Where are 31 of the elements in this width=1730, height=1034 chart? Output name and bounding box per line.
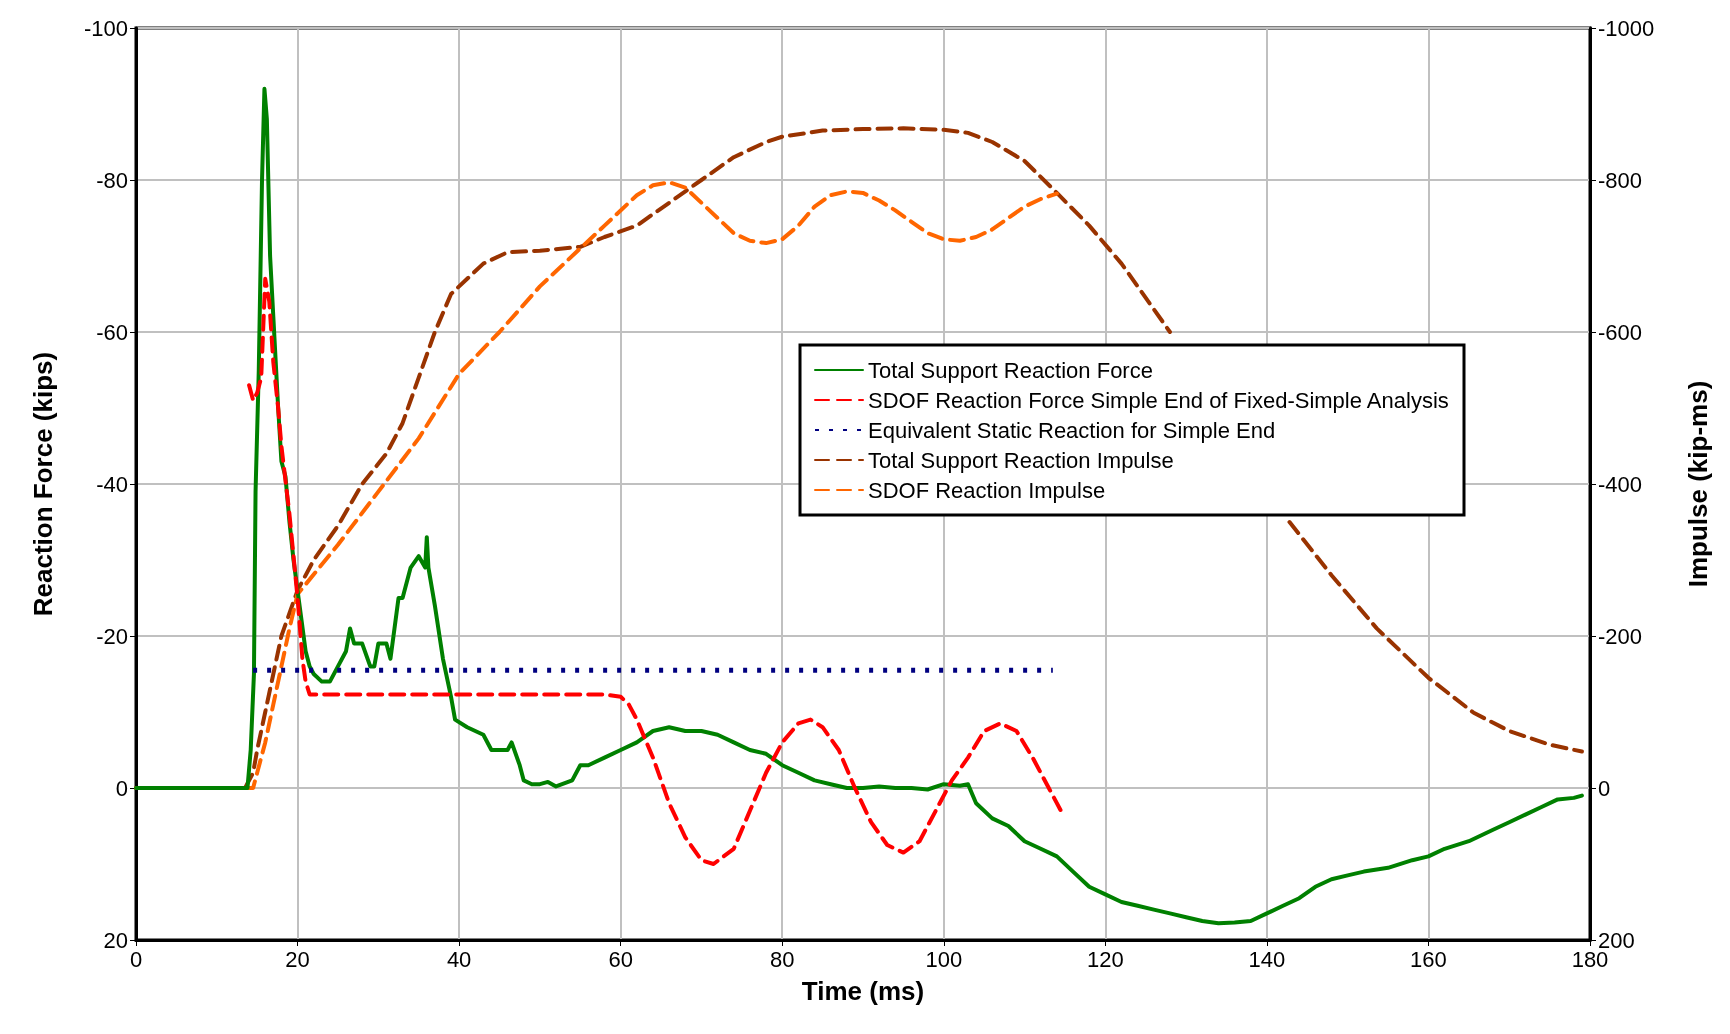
x-tick-label: 60: [608, 946, 633, 972]
legend-label: Equivalent Static Reaction for Simple End: [868, 417, 1276, 443]
y2-tick-label: -800: [1598, 167, 1643, 193]
y2-tick-label: -1000: [1598, 15, 1655, 41]
x-tick-label: 100: [925, 946, 963, 972]
y2-tick-label: -600: [1598, 319, 1643, 345]
line-series: [134, 86, 1584, 926]
y-tick-label: -80: [96, 167, 128, 193]
legend-label: Total Support Reaction Impulse: [868, 447, 1174, 473]
legend-label: SDOF Reaction Impulse: [868, 477, 1106, 503]
y2-tick-label: -400: [1598, 471, 1643, 497]
y-tick-label: -100: [83, 15, 128, 41]
y-tick-label: 0: [115, 775, 128, 801]
y-tick-label: 20: [103, 927, 128, 953]
y2-tick-label: 200: [1598, 927, 1635, 953]
x-tick-label: 20: [285, 946, 310, 972]
x-axis-title: Time (ms): [801, 976, 925, 1006]
y2-tick-label: 0: [1598, 775, 1611, 801]
y-tick-label: -20: [96, 623, 128, 649]
y2-tick-label: -200: [1598, 623, 1643, 649]
y2-axis-title: Impulse (kip-ms): [1683, 380, 1713, 588]
y-tick-label: -40: [96, 471, 128, 497]
legend-label: Total Support Reaction Force: [868, 357, 1153, 383]
y-axis-title: Reaction Force (kips): [28, 351, 58, 617]
y-tick-label: -60: [96, 319, 128, 345]
x-tick-label: 120: [1086, 946, 1124, 972]
x-tick-label: 80: [769, 946, 795, 972]
x-tick-label: 40: [446, 946, 472, 972]
x-tick-label: 160: [1410, 946, 1447, 972]
legend-label: SDOF Reaction Force Simple End of Fixed-Simple Analysis: [868, 387, 1449, 413]
x-tick-label: 140: [1248, 946, 1286, 972]
